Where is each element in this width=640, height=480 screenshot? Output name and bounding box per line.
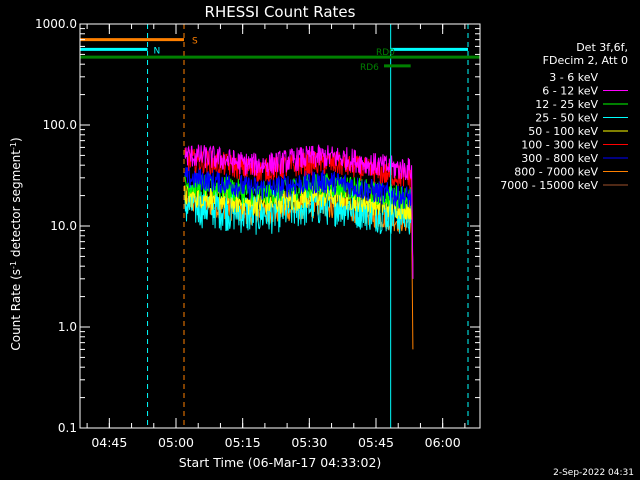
marker-layer: S N RD0 RD6: [79, 24, 480, 428]
x-axis-label: Start Time (06-Mar-17 04:33:02): [179, 455, 382, 470]
flag-label-rd0: RD0: [376, 48, 395, 58]
legend-label: 300 - 800 keV: [521, 152, 598, 165]
timestamp: 2-Sep-2022 04:31: [553, 468, 634, 478]
y-tick-label: 10.0: [50, 219, 77, 233]
legend-label: 12 - 25 keV: [535, 98, 598, 111]
axes-layer: 1000.0 100.0 10.0 1.0 0.1 04:45 05:00 05:15 05:3…: [35, 17, 481, 450]
y-tick-label: 1000.0: [35, 17, 77, 31]
chart-title: RHESSI Count Rates: [205, 3, 356, 21]
y-tick-label: 0.1: [58, 421, 77, 435]
svg-text:Count Rate (s-1 detector segme: Count Rate (s-1 detector segment-1): [9, 137, 24, 350]
series-layer: [184, 88, 414, 350]
flag-label-s: S: [192, 37, 198, 47]
flag-label-rd6: RD6: [360, 63, 379, 73]
series-line-6-12kev: [184, 144, 414, 279]
legend-label: 50 - 100 keV: [528, 125, 598, 138]
series-line-3-6kev: [184, 88, 414, 166]
x-tick-label: 06:00: [425, 435, 461, 450]
legend-label: 3 - 6 keV: [549, 71, 598, 84]
x-tick-label: 05:00: [158, 435, 194, 450]
legend-label: 100 - 300 keV: [521, 139, 598, 152]
x-tick-label: 05:15: [225, 435, 261, 450]
series-line-300-800kev: [184, 166, 414, 279]
legend-label: 25 - 50 keV: [535, 112, 598, 125]
y-axis-label: Count Rate (s-1 detector segment-1): [9, 137, 24, 350]
legend-label: 800 - 7000 keV: [514, 166, 598, 179]
flag-label-n: N: [154, 46, 161, 56]
y-tick-label: 100.0: [43, 118, 77, 132]
x-tick-label: 05:30: [291, 435, 327, 450]
legend-label: 6 - 12 keV: [542, 85, 598, 98]
legend-header-line: Det 3f,6f,: [576, 41, 628, 54]
x-tick-label: 05:45: [358, 435, 394, 450]
legend-label: 7000 - 15000 keV: [500, 179, 598, 192]
legend-header-line: FDecim 2, Att 0: [543, 54, 628, 67]
y-tick-label: 1.0: [58, 320, 77, 334]
series-line-50-100kev: [184, 183, 414, 279]
x-tick-label: 04:45: [91, 435, 127, 450]
